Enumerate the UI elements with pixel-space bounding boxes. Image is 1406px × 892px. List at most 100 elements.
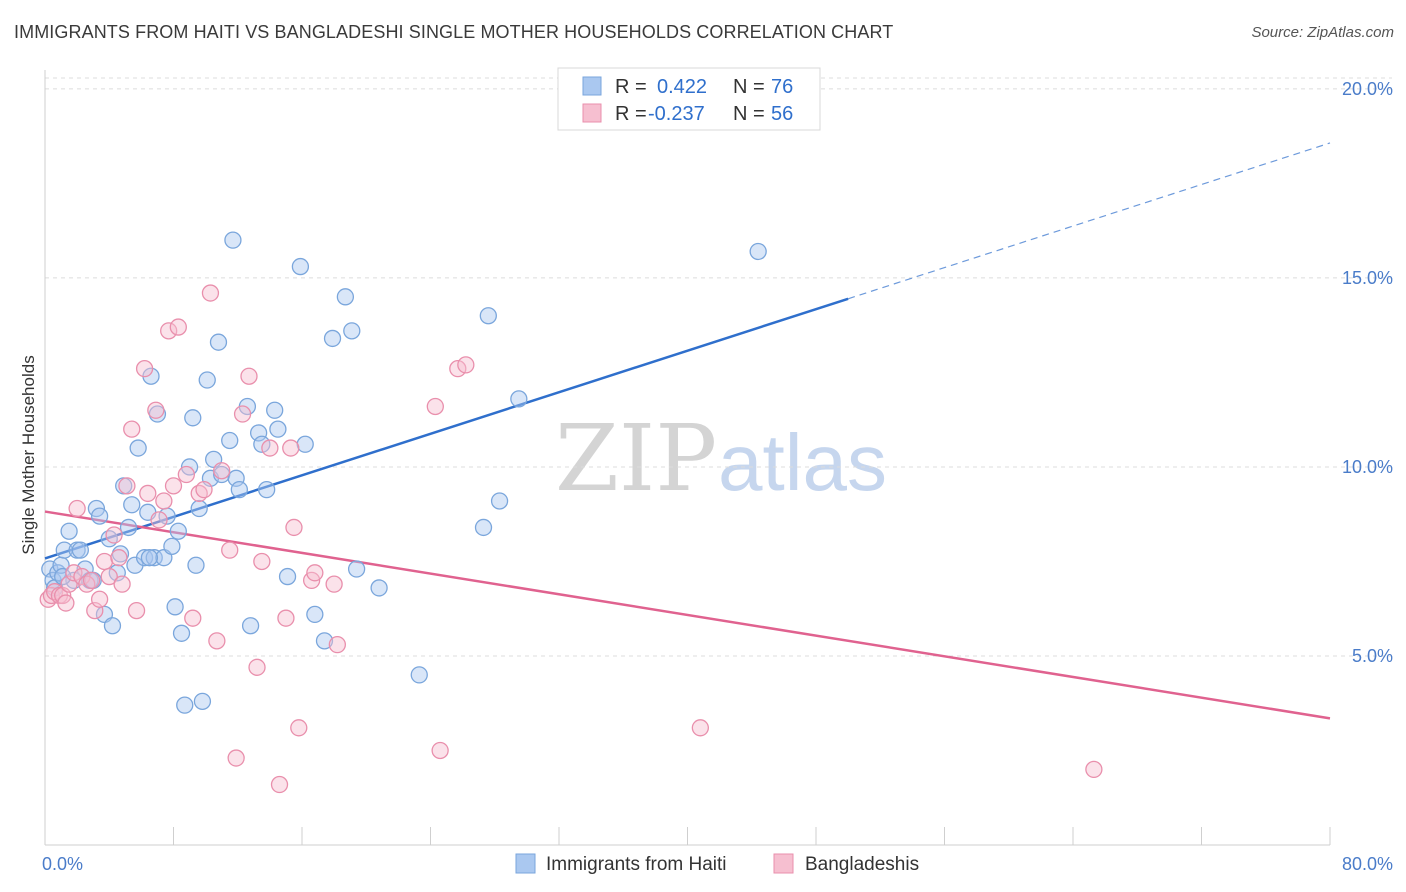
bangla-point	[150, 511, 168, 529]
haiti-point	[163, 537, 181, 555]
haiti-point	[241, 617, 260, 635]
haiti-point	[198, 371, 216, 389]
bangla-point	[113, 575, 131, 593]
bangla-point	[184, 609, 202, 627]
bottom-legend-label-haiti: Immigrants from Haiti	[546, 854, 727, 875]
haiti-trend-line	[44, 297, 849, 560]
y-tick-label: 10.0%	[1342, 457, 1393, 477]
haiti-point	[296, 435, 314, 453]
bangla-point	[253, 552, 271, 571]
haiti-point	[119, 518, 138, 537]
bangla-point	[105, 526, 123, 544]
bottom-legend-label-bangla: Bangladeshis	[805, 854, 919, 875]
haiti-point	[336, 288, 355, 306]
legend-n-value-haiti: 76	[771, 76, 793, 98]
bangla-point	[164, 477, 183, 495]
y-tick-label: 5.0%	[1352, 646, 1393, 666]
points-layer	[39, 231, 1103, 794]
chart-title: IMMIGRANTS FROM HAITI VS BANGLADESHI SIN…	[14, 22, 894, 42]
bangla-point	[118, 477, 136, 495]
bangla-point	[155, 492, 173, 510]
bangla-point	[248, 658, 266, 676]
haiti-point	[306, 605, 324, 624]
y-tick-label: 20.0%	[1342, 79, 1393, 99]
bangla-point	[240, 367, 258, 385]
haiti-point	[190, 499, 208, 518]
bangla-point	[82, 571, 101, 590]
haiti-point	[90, 507, 109, 525]
legend-swatch-haiti	[582, 76, 602, 96]
bangla-point	[325, 575, 343, 593]
bottom-legend-swatch-haiti	[515, 853, 536, 874]
bangla-point	[227, 749, 245, 767]
legend-swatch-bangla	[582, 103, 602, 123]
haiti-point	[193, 692, 212, 710]
haiti-point	[103, 617, 122, 635]
haiti-point	[253, 435, 271, 453]
bangla-trend-line	[44, 510, 1331, 720]
haiti-point	[135, 549, 154, 567]
bangla-point	[426, 397, 444, 416]
bangla-point	[90, 590, 109, 608]
series-legend: Immigrants from Haiti Bangladeshis	[515, 853, 919, 875]
y-tick-label: 15.0%	[1342, 268, 1393, 288]
haiti-point	[266, 401, 284, 419]
grid-layer	[45, 77, 1392, 657]
bangla-point	[290, 719, 308, 737]
bangla-point	[177, 465, 196, 484]
haiti-point	[221, 431, 239, 450]
bangla-point	[277, 609, 295, 627]
haiti-point	[60, 522, 78, 540]
watermark-atlas: atlas	[718, 418, 887, 507]
bangla-point	[431, 741, 449, 760]
haiti-point	[291, 257, 310, 276]
bangla-point	[213, 462, 231, 480]
bangla-point	[57, 594, 75, 612]
legend-r-label-haiti: R =	[615, 76, 647, 98]
x-tick-label-max: 80.0%	[1342, 854, 1393, 874]
haiti-point	[490, 492, 509, 510]
bangla-point	[65, 564, 83, 582]
haiti-point	[172, 624, 191, 642]
legend-r-label-bangla: R =	[615, 103, 647, 125]
haiti-point	[166, 598, 184, 616]
bottom-legend-swatch-bangla	[773, 853, 794, 874]
haiti-point	[278, 567, 297, 586]
haiti-point	[749, 242, 767, 261]
haiti-point	[129, 439, 147, 457]
haiti-point	[347, 560, 366, 578]
bangla-point	[147, 401, 165, 419]
bangla-point	[110, 549, 128, 567]
bangla-point	[285, 518, 303, 537]
haiti-point	[258, 480, 276, 499]
legend-r-value-haiti: 0.422	[657, 76, 707, 98]
bangla-point	[221, 541, 239, 559]
bangla-point	[208, 632, 226, 650]
haiti-point	[169, 522, 187, 540]
bangla-point	[169, 318, 187, 336]
haiti-point	[410, 666, 428, 684]
x-tick-label-min: 0.0%	[42, 854, 83, 874]
legend-box	[557, 67, 821, 131]
bangla-point	[270, 775, 289, 794]
bangla-point	[123, 420, 141, 438]
y-axis-label: Single Mother Households	[19, 355, 38, 554]
haiti-point	[479, 307, 497, 325]
bangla-point	[201, 284, 220, 302]
legend-n-label-bangla: N =	[733, 103, 765, 125]
bangla-point	[160, 322, 178, 340]
trend-layer	[44, 142, 1331, 720]
bangla-point	[328, 635, 346, 654]
haiti-point	[315, 632, 334, 650]
haiti-point	[176, 696, 194, 714]
bangla-point	[135, 360, 154, 378]
haiti-point	[140, 549, 159, 567]
haiti-point	[123, 496, 141, 514]
haiti-point	[510, 390, 528, 408]
haiti-point	[474, 518, 493, 537]
bangla-point	[691, 719, 709, 737]
bangla-point	[261, 439, 279, 457]
haiti-point	[187, 556, 205, 574]
axis-layer: 5.0% 10.0% 15.0% 20.0% 0.0% 80.0%	[42, 70, 1393, 874]
